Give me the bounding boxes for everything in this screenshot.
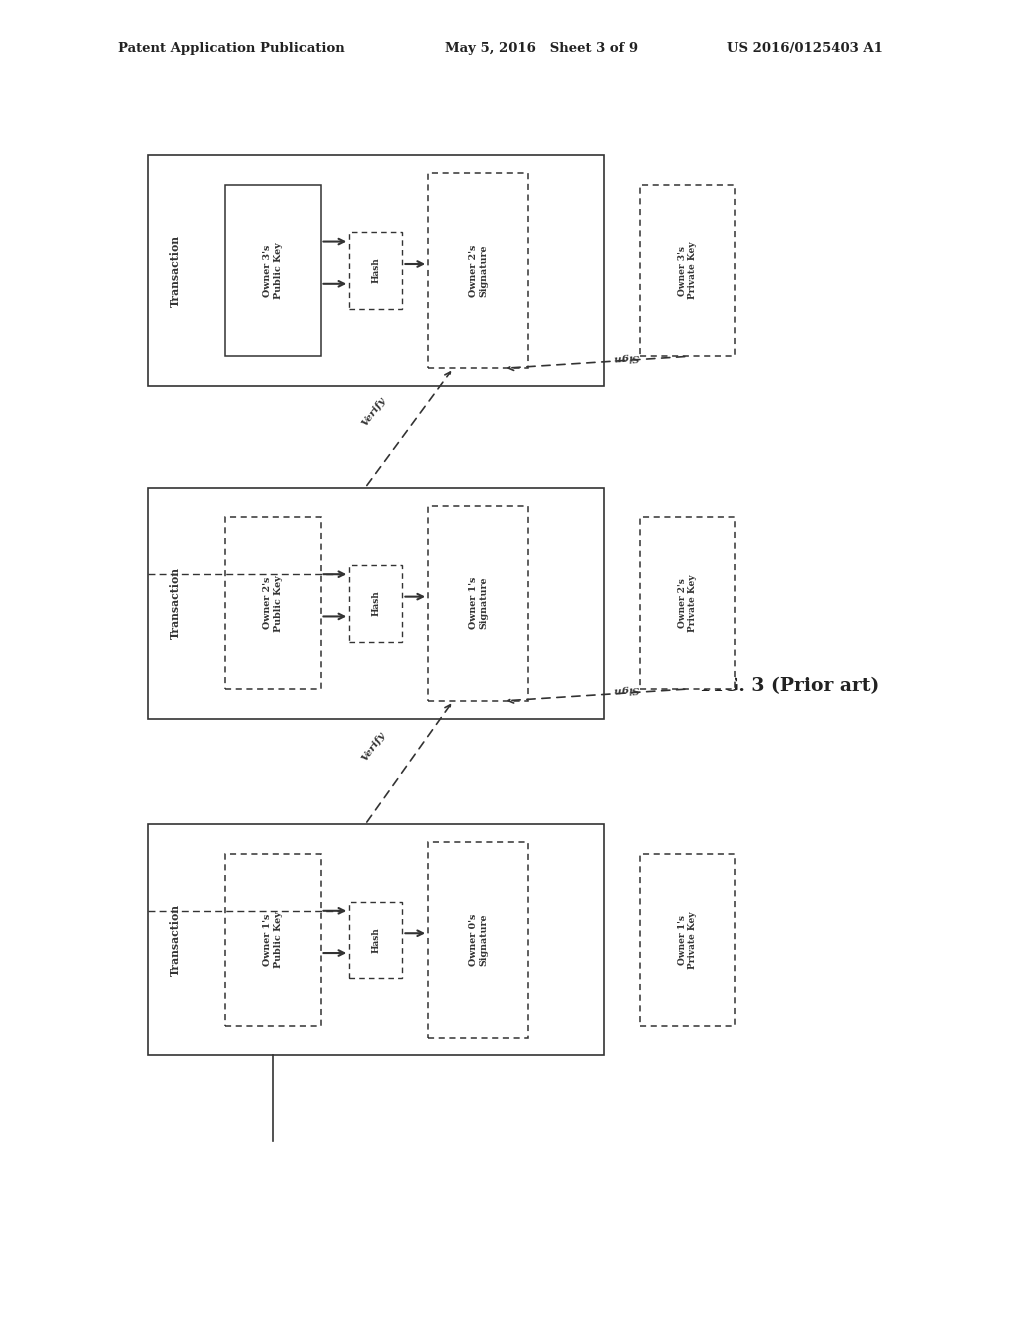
Text: Owner 3's
Public Key: Owner 3's Public Key <box>263 243 283 298</box>
Text: Hash: Hash <box>372 590 380 616</box>
Text: Transaction: Transaction <box>170 235 180 306</box>
Text: May 5, 2016   Sheet 3 of 9: May 5, 2016 Sheet 3 of 9 <box>445 42 639 55</box>
Bar <box>225 517 321 689</box>
Bar <box>225 185 321 356</box>
Text: Hash: Hash <box>372 927 380 953</box>
Text: Transaction: Transaction <box>170 568 180 639</box>
Text: Verify: Verify <box>359 730 387 763</box>
Text: Sign: Sign <box>612 351 640 362</box>
Text: Owner 2's
Private Key: Owner 2's Private Key <box>678 574 697 632</box>
Bar <box>148 824 604 1056</box>
Text: Owner 2's
Public Key: Owner 2's Public Key <box>263 576 283 631</box>
Bar <box>148 488 604 718</box>
Text: Owner 1's
Signature: Owner 1's Signature <box>469 577 487 630</box>
Bar <box>148 154 604 385</box>
Bar <box>428 173 528 368</box>
Text: Owner 1's
Private Key: Owner 1's Private Key <box>678 911 697 969</box>
Text: Hash: Hash <box>372 257 380 284</box>
Text: Sign: Sign <box>612 684 640 694</box>
Text: Patent Application Publication: Patent Application Publication <box>118 42 344 55</box>
Bar <box>428 842 528 1038</box>
Bar <box>349 565 402 642</box>
Bar <box>640 854 735 1026</box>
Bar <box>428 506 528 701</box>
Text: US 2016/0125403 A1: US 2016/0125403 A1 <box>727 42 883 55</box>
Bar <box>640 517 735 689</box>
Bar <box>640 185 735 356</box>
Text: Verify: Verify <box>359 396 387 428</box>
Bar <box>225 854 321 1026</box>
Text: Transaction: Transaction <box>170 904 180 975</box>
Text: Owner 1's
Public Key: Owner 1's Public Key <box>263 912 283 968</box>
Bar <box>349 232 402 309</box>
Bar <box>349 902 402 978</box>
Text: Owner 2's
Signature: Owner 2's Signature <box>469 244 487 297</box>
Text: FIG. 3 (Prior art): FIG. 3 (Prior art) <box>701 677 880 696</box>
Text: Owner 3's
Private Key: Owner 3's Private Key <box>678 242 697 300</box>
Text: Owner 0's
Signature: Owner 0's Signature <box>469 913 487 966</box>
